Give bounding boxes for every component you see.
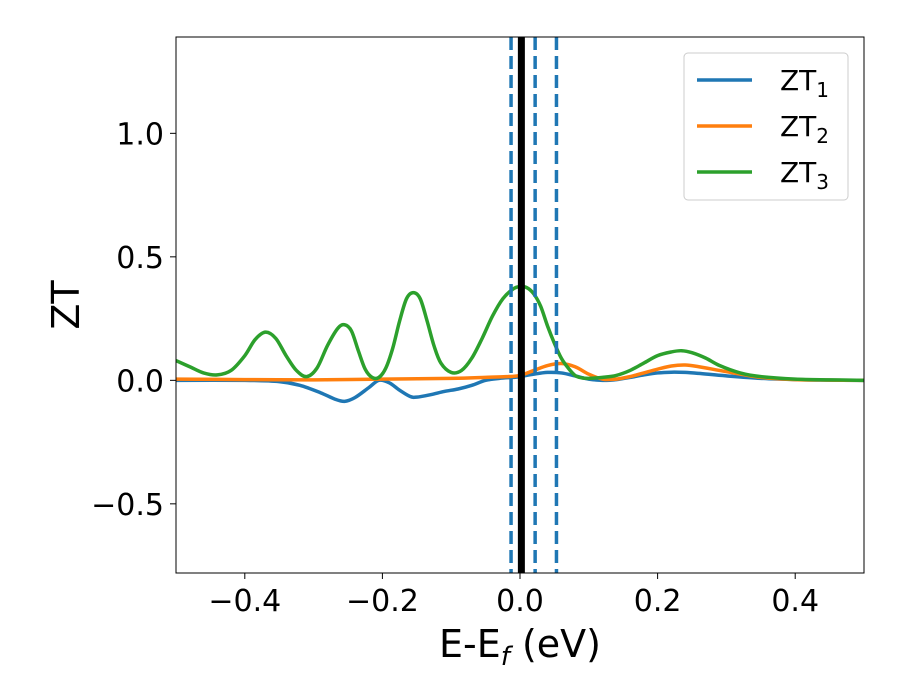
- y-tick-label: −0.5: [91, 488, 164, 523]
- y-axis-ticks: −0.5 0.0 0.5 1.0: [91, 117, 176, 523]
- legend-label: ZT1: [780, 64, 829, 102]
- series-line-zt3: [176, 284, 864, 383]
- x-label-unit: (eV): [510, 622, 601, 666]
- x-tick-label: 0.2: [634, 584, 682, 619]
- series-line-zt2: [176, 361, 864, 383]
- y-tick-label: 1.0: [116, 117, 164, 152]
- vertical-lines-layer: [509, 37, 559, 573]
- y-tick-label: 0.5: [116, 241, 164, 276]
- legend-label: ZT2: [780, 110, 829, 148]
- legend-box: [683, 52, 849, 201]
- legend-label: ZT3: [780, 156, 829, 194]
- x-tick-label: −0.4: [208, 584, 281, 619]
- x-label-main: E-E: [439, 622, 501, 666]
- y-tick-label: 0.0: [116, 364, 164, 399]
- x-tick-label: 0.0: [496, 584, 544, 619]
- x-axis-label: E-Ef (eV): [439, 622, 601, 672]
- x-tick-label: −0.2: [346, 584, 419, 619]
- series-layer: [176, 284, 864, 404]
- legend: ZT1 ZT2 ZT3: [683, 52, 849, 201]
- x-tick-label: 0.4: [771, 584, 819, 619]
- x-axis-ticks: −0.4 −0.2 0.0 0.2 0.4: [208, 573, 819, 619]
- y-axis-label: ZT: [44, 280, 88, 330]
